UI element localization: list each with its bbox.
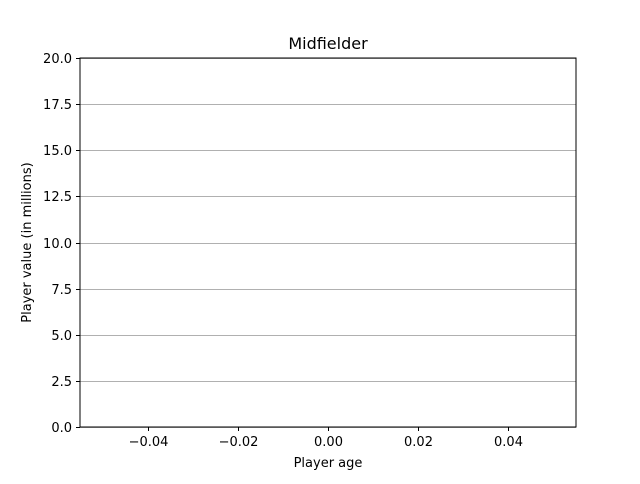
x-axis-label: Player age (294, 456, 363, 471)
plot-area-frame (79, 57, 577, 428)
x-tick-label: 0.02 (404, 435, 433, 450)
chart-title: Midfielder (288, 34, 368, 53)
y-tick-label: 15.0 (43, 144, 72, 159)
x-tick-label: −0.04 (129, 435, 169, 450)
y-tick-label: 0.0 (51, 421, 72, 436)
y-tick-label: 10.0 (43, 237, 72, 252)
y-tick-label: 12.5 (43, 190, 72, 205)
y-tick-label: 17.5 (43, 98, 72, 113)
y-axis-label: Player value (in millions) (20, 162, 35, 322)
y-tick-label: 5.0 (51, 329, 72, 344)
x-tick-label: −0.02 (219, 435, 259, 450)
y-tick-label: 2.5 (51, 375, 72, 390)
gridlines (80, 58, 576, 428)
x-tick-label: 0.00 (314, 435, 343, 450)
x-axis-ticks: −0.04 −0.02 0.00 0.02 0.04 (129, 427, 523, 450)
x-tick-label: 0.04 (494, 435, 523, 450)
y-axis-ticks: 0.0 2.5 5.0 7.5 10.0 12.5 15.0 17.5 20.0 (43, 52, 80, 436)
y-tick-label: 7.5 (51, 283, 72, 298)
y-tick-label: 20.0 (43, 52, 72, 67)
